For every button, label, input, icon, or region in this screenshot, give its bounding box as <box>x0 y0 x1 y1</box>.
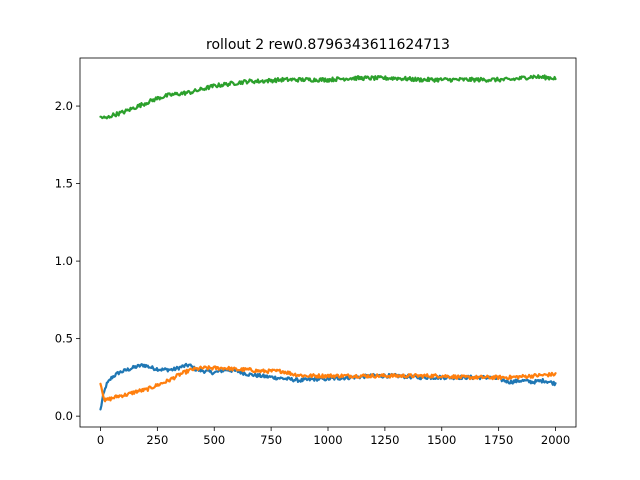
x-tick-label: 500 <box>203 433 225 447</box>
x-tick-label: 1250 <box>370 433 399 447</box>
y-tick-label: 1.5 <box>55 177 73 191</box>
series-line-green <box>99 74 557 120</box>
x-tick-label: 0 <box>97 433 104 447</box>
series-line-blue <box>99 362 557 411</box>
y-tick-label: 2.0 <box>55 99 73 113</box>
chart-title: rollout 2 rew0.8796343611624713 <box>206 37 450 53</box>
y-tick-label: 1.0 <box>55 254 73 268</box>
x-tick-label: 1500 <box>427 433 456 447</box>
y-tick-label: 0.0 <box>55 409 73 423</box>
axes-frame <box>79 57 577 428</box>
x-tick-label: 250 <box>146 433 168 447</box>
series-line-orange <box>99 365 557 403</box>
y-axis: 0.0 0.5 1.0 1.5 2.0 <box>55 99 80 423</box>
x-tick-label: 2000 <box>541 433 570 447</box>
x-tick-label: 1000 <box>313 433 342 447</box>
y-tick-label: 0.5 <box>55 332 73 346</box>
x-tick-label: 750 <box>260 433 282 447</box>
x-axis: 0 250 500 750 1000 1250 1500 1750 2000 <box>97 427 570 447</box>
plot-series <box>99 74 557 411</box>
x-tick-label: 1750 <box>484 433 513 447</box>
